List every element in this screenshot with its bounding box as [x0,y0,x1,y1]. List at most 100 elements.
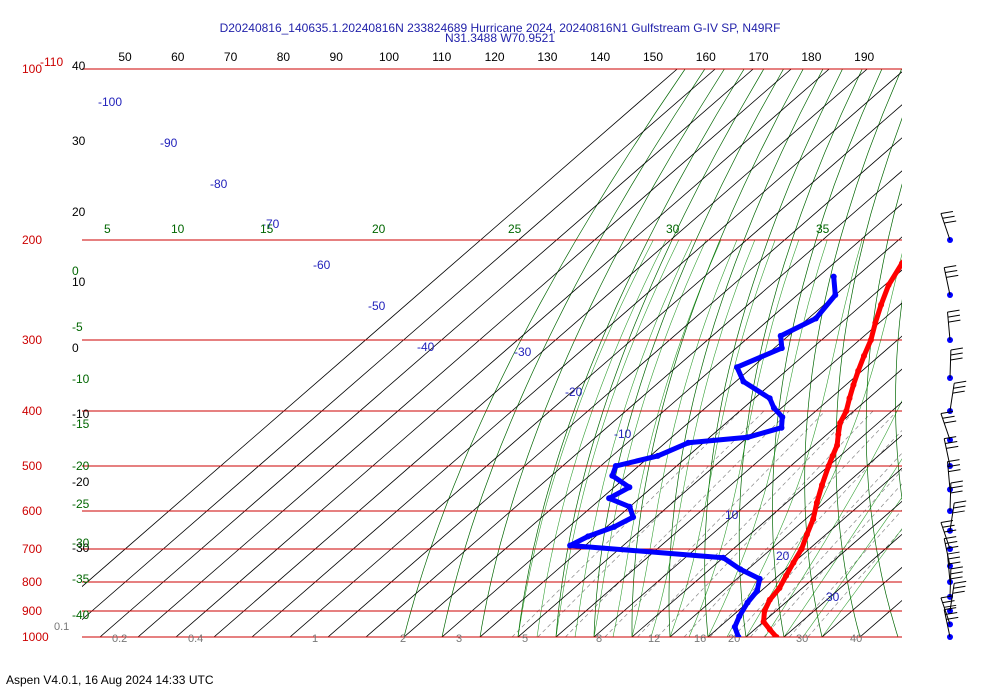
pressure-tick-label: 400 [22,404,42,418]
temperature-profile-point [803,531,810,538]
wind-barb [947,580,967,615]
dry-adiabat-left-label: -5 [72,320,83,334]
dry-adiabat-line [403,69,686,637]
wind-barb-staff [940,597,951,625]
isotherm-line [517,302,902,637]
theta-left-label: 40 [72,59,86,73]
temperature-profile-point [761,608,768,614]
temperature-profile-point [861,352,867,359]
dry-adiabat-left-label: -20 [72,459,90,473]
dewpoint-profile-point [744,599,751,606]
isotherm-line [213,69,868,637]
isotherm-label: 30 [826,590,840,604]
temperature-profile-point [760,618,767,625]
wind-barb-feather [940,595,954,599]
wind-barb-feather [952,510,965,514]
temperature-profile-point [766,596,773,603]
theta-left-label: 10 [72,275,86,289]
wind-barb-feather [945,612,958,615]
wind-barb-feather [940,411,954,415]
top-corner-isotherm-label: -110 [40,55,63,69]
isotherm-line [821,566,902,637]
mixing-ratio-label: 16 [694,633,706,645]
wind-barb-feather [944,420,957,424]
wind-barb-feather [946,445,959,449]
mixing-ratio-label: 0.4 [188,633,203,645]
isotherm-line [175,69,830,637]
temperature-profile-point [885,282,892,288]
wind-barb [943,607,959,640]
dry-adiabat-line [924,69,980,637]
wind-barb-feather [942,215,955,219]
dewpoint-profile-point [734,364,740,371]
temperature-profile-point [776,585,783,591]
wind-barb-feather [947,464,961,468]
wind-barb-feather [942,600,955,604]
isotherm-label: -60 [313,258,331,272]
wind-barb-feather [947,556,961,560]
dewpoint-profile-point [630,514,637,521]
temperature-profile-point [926,231,932,237]
theta-top-label: 110 [432,50,451,64]
theta-left-label: -10 [72,407,90,421]
wind-barb-staff [949,383,955,412]
temperature-profile-point [855,367,862,374]
wind-barb-feather [954,380,967,384]
wind-barb [947,480,963,514]
dewpoint-profile-point [830,273,837,280]
wind-barb-feather [953,505,966,509]
dewpoint-profile-point [754,588,761,594]
dewpoint-profile-point [567,542,574,549]
wind-barb-feather [950,352,963,356]
pressure-tick-label: 800 [22,575,42,589]
wind-barb-feather [948,469,961,473]
isotherm-line [555,335,902,637]
mixing-ratio-label: 8 [596,633,602,645]
wind-barb-staff [947,312,951,341]
wind-barb-feather [944,536,957,540]
theta-left-label: 20 [72,205,86,219]
wind-barb-feather [942,524,955,528]
isotherm-label: 10 [725,508,739,522]
wind-barb-feather [944,607,957,611]
mixing-ratio-line [683,410,898,637]
wind-barb [943,265,959,299]
temperature-profile-point [810,516,817,523]
wind-barb-feather [942,415,955,419]
mixing-ratio-label: 2 [400,633,406,645]
dry-adiabat-line [835,117,902,637]
wind-barb-feather [946,545,959,549]
mixing-ratio-label: 0.2 [112,633,127,645]
pressure-tick-label: 500 [22,459,42,473]
pressure-tick-label: 1000 [22,630,49,644]
isotherm-label: 20 [776,549,790,563]
sounding-profiles [567,231,932,637]
isotherm-line [137,69,792,637]
dry-adiabat-left-label: -40 [72,608,90,622]
temperature-profile-point [837,420,844,426]
wind-barb-feather [940,210,954,214]
pressure-tick-label: 300 [22,333,42,347]
dewpoint-profile-point [778,345,785,352]
wind-barb-feather [946,616,959,620]
theta-top-label: 170 [749,50,769,64]
mixing-ratio-line [604,410,826,637]
dry-adiabat-top-label: 15 [260,222,274,236]
dewpoint-profile-point [654,452,661,459]
wind-barb-feather [945,541,958,545]
wind-barb-feather [946,274,959,278]
dewpoint-profile-point [606,495,613,502]
dewpoint-profile-point [611,523,618,530]
dewpoint-profile-point [778,424,785,431]
isotherm-label: -90 [160,136,178,150]
temperature-profile-point [798,546,805,552]
theta-top-label: 120 [485,50,505,64]
isotherm-label: -50 [368,299,386,313]
wind-barb-feather [944,220,957,224]
dry-adiabat-line [738,69,863,637]
dry-adiabat-lines [403,69,980,637]
temperature-profile-point [911,243,917,249]
dewpoint-profile-point [832,292,839,298]
isotherm-line [327,137,902,637]
